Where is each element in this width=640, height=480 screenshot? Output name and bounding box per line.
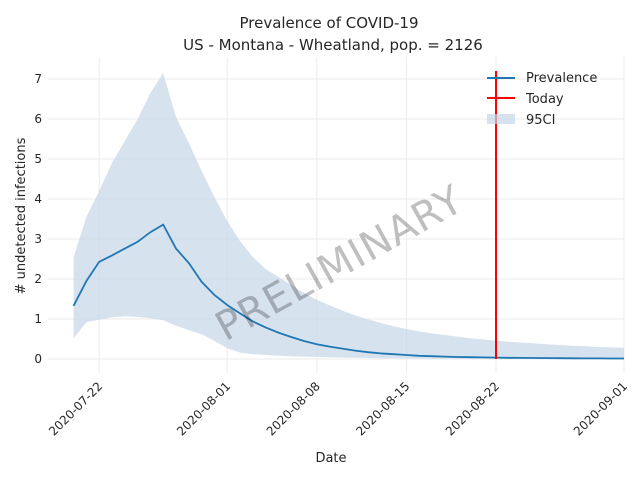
y-tick-label: 6 xyxy=(34,112,42,126)
y-tick-label: 1 xyxy=(34,312,42,326)
y-tick-label: 7 xyxy=(34,72,42,86)
chart-title: Prevalence of COVID-19 xyxy=(239,14,418,32)
prevalence-line xyxy=(72,223,624,360)
x-tick-label: 2020-07-22 xyxy=(46,379,105,438)
prevalence-line-layer xyxy=(72,223,624,360)
legend-label-prevalence: Prevalence xyxy=(526,71,597,86)
ci-band-layer xyxy=(73,73,625,359)
x-axis-label: Date xyxy=(315,451,346,466)
legend-label-95ci: 95CI xyxy=(526,113,555,128)
x-tick-label: 2020-08-15 xyxy=(353,379,412,438)
x-tick-label: 2020-08-08 xyxy=(264,379,323,438)
legend: Prevalence Today 95CI xyxy=(487,71,597,128)
x-tick-label: 2020-08-22 xyxy=(443,379,502,438)
y-tick-label: 2 xyxy=(34,272,42,286)
x-tick-label: 2020-09-01 xyxy=(571,379,630,438)
y-tick-label: 5 xyxy=(34,152,42,166)
y-tick-label: 3 xyxy=(34,232,42,246)
y-axis-label: # undetected infections xyxy=(14,137,29,294)
y-tick-label: 4 xyxy=(34,192,42,206)
chart-subtitle: US - Montana - Wheatland, pop. = 2126 xyxy=(183,36,483,54)
legend-label-today: Today xyxy=(525,92,564,107)
ci-band xyxy=(73,73,625,359)
legend-swatch-95ci xyxy=(487,114,515,124)
x-tick-label: 2020-08-01 xyxy=(174,379,233,438)
y-tick-label: 0 xyxy=(34,352,42,366)
